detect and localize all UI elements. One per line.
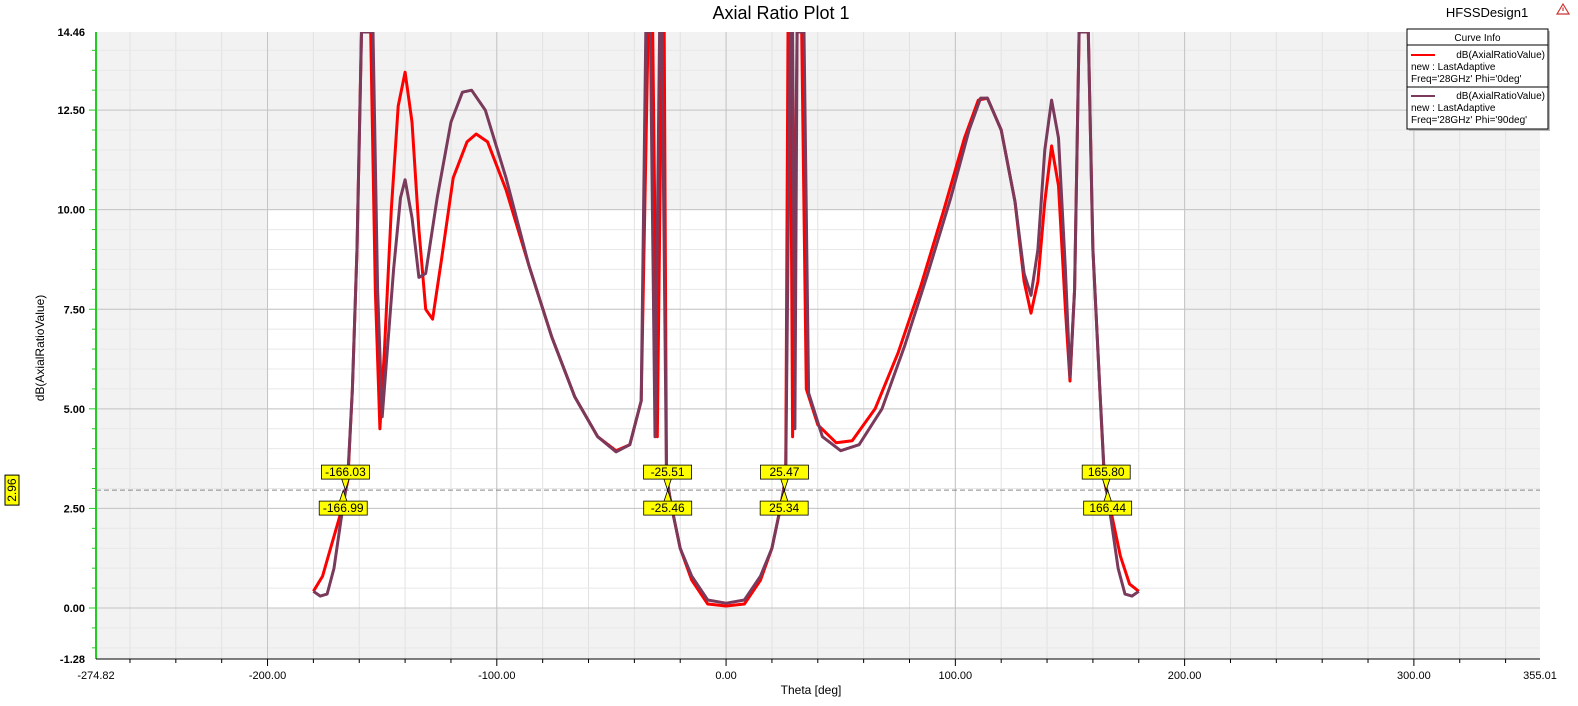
marker[interactable]: -166.99	[318, 488, 368, 516]
marker[interactable]: 25.34	[759, 488, 809, 516]
marker-label: 166.44	[1089, 501, 1126, 515]
marker-box	[1083, 500, 1133, 516]
marker[interactable]: -166.03	[321, 464, 370, 492]
y-axis-label: dB(AxialRatioValue)	[33, 295, 47, 402]
legend-entry-name: dB(AxialRatioValue)	[1456, 91, 1545, 102]
marker[interactable]: 166.44	[1083, 488, 1133, 516]
marker[interactable]: -25.51	[643, 464, 692, 492]
chart-title: Axial Ratio Plot 1	[712, 3, 849, 23]
y-tick-label: 14.46	[57, 27, 85, 39]
marker-label: -166.03	[325, 465, 366, 479]
curves	[312, 32, 1140, 608]
legend-entry[interactable]: dB(AxialRatioValue)new : LastAdaptiveFre…	[1411, 50, 1545, 85]
design-name: HFSSDesign1	[1446, 5, 1528, 20]
legend-entry[interactable]: dB(AxialRatioValue)new : LastAdaptiveFre…	[1407, 86, 1548, 126]
marker-label: 25.34	[769, 501, 799, 515]
legend-entry-solution: new : LastAdaptive	[1411, 62, 1496, 73]
x-tick-label: 300.00	[1397, 670, 1431, 682]
series-0-line	[312, 32, 1140, 608]
marker-box	[1081, 464, 1131, 480]
legend-entry-solution: new : LastAdaptive	[1411, 103, 1496, 114]
x-axis-label: Theta [deg]	[781, 683, 842, 697]
marker-label: -25.46	[651, 501, 685, 515]
marker-box	[643, 464, 692, 480]
x-tick-label: -100.00	[478, 670, 515, 682]
y-tick-label: 0.00	[64, 603, 85, 615]
tick-labels: -274.82 -200.00 -100.00 0.00 100.00 200.00 300…	[57, 27, 1556, 682]
marker[interactable]: -25.46	[643, 488, 693, 516]
x-tick-label: 100.00	[939, 670, 973, 682]
marker-box	[318, 500, 368, 516]
reference-value-box	[4, 474, 20, 506]
marker-label: -25.51	[651, 465, 685, 479]
y-tick-label: 7.50	[64, 304, 85, 316]
y-tick-label: 10.00	[57, 205, 85, 217]
legend-title: Curve Info	[1454, 33, 1501, 44]
marker[interactable]: 25.47	[760, 464, 809, 492]
x-tick-label: 200.00	[1168, 670, 1202, 682]
marker-label: 25.47	[769, 465, 799, 479]
marker-box	[643, 500, 693, 516]
marker-box	[760, 464, 809, 480]
markers: -166.03 -166.99 -25.51 -25.46 25.47 25.34 165.…	[318, 464, 1133, 516]
legend-entry-variables: Freq='28GHz' Phi='0deg'	[1411, 74, 1522, 85]
legend-box	[1406, 28, 1549, 130]
y-tick-label: 2.50	[64, 503, 85, 515]
legend-entry-variables: Freq='28GHz' Phi='90deg'	[1411, 115, 1527, 126]
series-1-line	[312, 32, 1140, 605]
marker-box	[321, 464, 370, 480]
x-tick-label: 355.01	[1523, 670, 1557, 682]
axes	[89, 32, 1540, 666]
marker-label: 165.80	[1088, 465, 1125, 479]
y-tick-label: 12.50	[57, 105, 85, 117]
x-tick-label: -274.82	[77, 670, 114, 682]
marker-label: -166.99	[323, 501, 364, 515]
marker[interactable]: 165.80	[1081, 464, 1131, 492]
reference-value-label: 2.96	[5, 478, 19, 502]
x-tick-label: 0.00	[715, 670, 736, 682]
grid-lines	[96, 32, 1540, 659]
warning-icon[interactable]	[1555, 2, 1571, 15]
reference-value-badge[interactable]: 2.96	[4, 474, 20, 506]
legend-entry-name: dB(AxialRatioValue)	[1456, 50, 1545, 61]
reference-line[interactable]: 2.96	[4, 474, 1540, 506]
x-tick-label: -200.00	[249, 670, 286, 682]
y-tick-label: -1.28	[60, 654, 85, 666]
marker-box	[759, 500, 809, 516]
y-tick-label: 5.00	[64, 404, 85, 416]
